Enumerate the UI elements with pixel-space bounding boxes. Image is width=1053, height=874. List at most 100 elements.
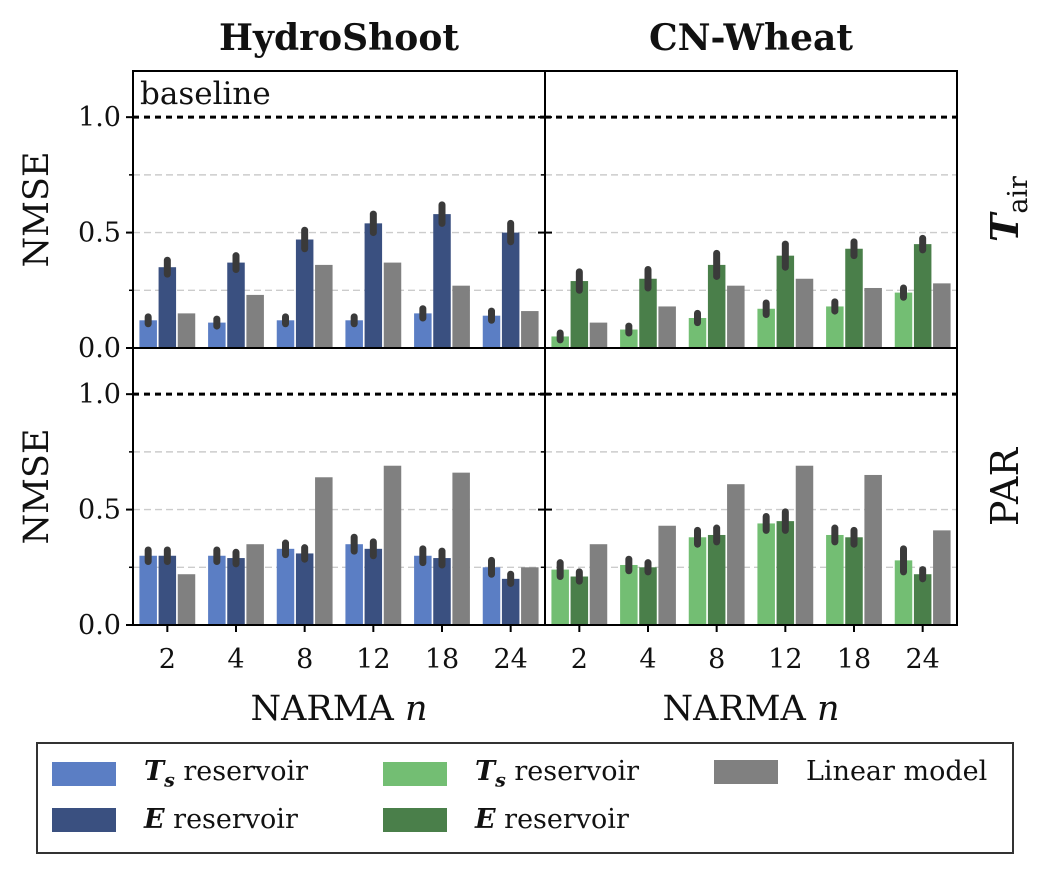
bar — [589, 322, 608, 348]
bar — [246, 544, 264, 625]
x-tick-label: 4 — [639, 644, 656, 675]
column-title: CN-Wheat — [649, 17, 853, 59]
legend-item: E reservoir — [52, 804, 298, 835]
bar — [933, 283, 951, 348]
bar — [864, 474, 882, 625]
bar — [482, 315, 501, 348]
y-tick-label: 1.0 — [78, 379, 121, 410]
bar — [364, 223, 383, 348]
legend-swatch — [383, 807, 447, 832]
legend-item: Ts reservoir — [52, 756, 308, 791]
bar — [452, 472, 470, 625]
bar — [620, 329, 638, 348]
bar — [688, 537, 707, 625]
bar — [276, 320, 295, 348]
bar — [414, 555, 432, 625]
bar — [452, 285, 470, 348]
bar — [570, 281, 589, 348]
bar — [433, 558, 451, 625]
legend-label: Ts reservoir — [475, 756, 640, 792]
bar — [208, 555, 226, 625]
legend-swatch — [52, 807, 116, 832]
bar — [383, 262, 402, 348]
panel-1: CN-Wheat — [538, 17, 958, 349]
bar — [757, 523, 775, 625]
y-tick-label: 1.0 — [78, 102, 121, 133]
bar — [139, 320, 157, 348]
bar — [414, 313, 432, 348]
bar — [208, 322, 226, 348]
y-tick-label: 0.0 — [78, 333, 121, 364]
bar — [913, 574, 932, 625]
legend-label: Ts reservoir — [144, 756, 309, 792]
bar — [227, 262, 245, 348]
bar — [433, 214, 451, 348]
legend-label: E reservoir — [144, 804, 298, 835]
bar — [551, 569, 569, 625]
bar — [913, 244, 932, 348]
bar — [845, 537, 863, 625]
bar — [795, 465, 814, 625]
x-tick-label: 8 — [708, 644, 725, 675]
bar — [620, 564, 638, 625]
panel-frame — [544, 347, 958, 626]
bar — [658, 306, 676, 348]
x-tick-label: 12 — [356, 644, 390, 675]
bar — [707, 264, 726, 348]
bar — [639, 278, 657, 348]
row-label-par: PAR — [983, 447, 1027, 527]
x-tick-label: 24 — [905, 644, 939, 675]
x-tick-label: 18 — [837, 644, 871, 675]
y-tick-label: 0.0 — [78, 610, 121, 641]
bar — [295, 553, 314, 625]
x-tick-label: 4 — [227, 644, 244, 675]
x-axis-label: NARMA n — [662, 689, 839, 729]
bar — [688, 317, 707, 348]
x-tick-label: 18 — [425, 644, 459, 675]
legend-item: Linear model — [714, 756, 987, 787]
bar — [501, 578, 520, 625]
bar — [345, 544, 363, 625]
column-title: HydroShoot — [219, 17, 459, 59]
bar — [501, 232, 520, 348]
bar — [727, 484, 745, 625]
legend-swatch — [383, 761, 447, 786]
bar — [795, 278, 814, 348]
bar — [894, 560, 913, 625]
bar — [826, 306, 844, 348]
bar — [727, 285, 745, 348]
bar — [894, 292, 913, 348]
legend-swatch — [52, 761, 116, 786]
bar — [826, 534, 844, 625]
bar — [177, 313, 196, 348]
bar — [227, 558, 245, 625]
bar — [589, 544, 608, 625]
bar — [383, 465, 402, 625]
bar — [933, 530, 951, 625]
legend-item: Ts reservoir — [383, 756, 639, 791]
bar — [139, 555, 157, 625]
bar — [482, 567, 501, 625]
bar — [158, 267, 177, 348]
bar — [776, 521, 795, 625]
bar — [707, 534, 726, 625]
bar — [864, 287, 882, 348]
x-tick-label: 2 — [571, 644, 588, 675]
y-tick-label: 0.5 — [78, 218, 121, 249]
x-tick-label: 2 — [159, 644, 176, 675]
bar — [345, 320, 363, 348]
x-axis-label: NARMA n — [250, 689, 427, 729]
y-axis-label: NMSE — [17, 152, 57, 268]
panel-frame — [132, 70, 546, 349]
bar — [364, 548, 383, 625]
bar — [845, 248, 863, 348]
y-axis-label: NMSE — [17, 429, 57, 545]
legend-swatch — [714, 759, 778, 784]
bar — [315, 264, 333, 348]
legend-label: E reservoir — [475, 804, 629, 835]
bar — [776, 255, 795, 348]
panel-0: 0.0 0.5 1.0 NMSE HydroShoot — [17, 17, 546, 364]
x-tick-label: 24 — [493, 644, 527, 675]
legend-item: E reservoir — [383, 804, 629, 835]
